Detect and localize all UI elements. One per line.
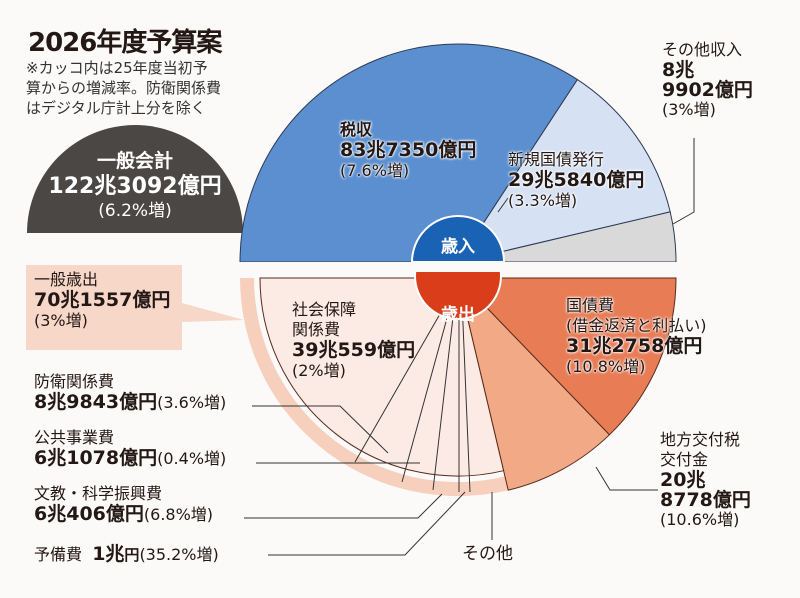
label-sub: (借金返済と利払い) <box>566 316 707 335</box>
general-expenditure-callout <box>26 265 244 350</box>
footnote-line: ※カッコ内は25年度当初予 <box>26 59 208 77</box>
expenditure-badge: 歳出 <box>441 305 475 325</box>
label-amount-cho: 20兆 <box>660 469 706 491</box>
label-change: (3%増) <box>34 311 88 330</box>
label-amount-oku: 8778億円 <box>660 489 751 511</box>
half-separator <box>230 262 690 272</box>
label-amount-cho: 8兆 <box>34 391 67 413</box>
label-amount-oku: 406億円 <box>66 503 144 525</box>
label-name: 新規国債発行 <box>508 150 605 169</box>
label-other-expenditure: その他 <box>462 544 513 564</box>
slice-debt-service <box>456 277 677 436</box>
label-amount-oku: 1557億円 <box>79 289 171 311</box>
label-change: (3%増) <box>662 100 716 119</box>
label-name: 交付金 <box>660 450 709 469</box>
label-general-expenditure: 一般歳出 70兆1557億円 (3%増) <box>34 270 170 331</box>
label-amount-oku: 5840億円 <box>553 169 645 191</box>
label-education-science: 文教・科学振興費 6兆406億円(6.8%増) <box>34 484 213 525</box>
expenditure-leaders <box>244 405 658 556</box>
label-amount-oku: 円 <box>124 546 140 564</box>
label-name: 公共事業費 <box>34 428 115 447</box>
label-reserve-fund: 予備費 1兆円(35.2%増) <box>34 544 219 565</box>
label-amount-cho: 39兆 <box>292 339 338 361</box>
label-debt-service: 国債費 (借金返済と利払い) 31兆2758億円 (10.8%増) <box>566 296 707 377</box>
revenue-badge-circle <box>410 215 506 263</box>
label-amount-cho: 1兆 <box>92 543 125 565</box>
label-name: 防衛関係費 <box>34 372 115 391</box>
label-change: (3.6%増) <box>157 393 227 412</box>
label-amount-oku: 559億円 <box>337 339 416 361</box>
footnote-line: はデジタル庁計上分を除く <box>26 99 206 117</box>
label-name: 社会保障 <box>292 300 357 319</box>
leader-new-bonds <box>497 197 509 213</box>
label-social-security: 社会保障 関係費 39兆559億円 (2%増) <box>292 300 415 381</box>
label-public-works: 公共事業費 6兆1078億円(0.4%増) <box>34 428 226 469</box>
label-amount-cho: 70兆 <box>34 289 80 311</box>
footnote: ※カッコ内は25年度当初予 算からの増減率。防衛関係費 はデジタル庁計上分を除く <box>26 58 266 118</box>
label-name: 税収 <box>340 120 373 139</box>
general-account-title: 一般会計 <box>96 150 173 172</box>
label-name: 文教・科学振興費 <box>34 484 163 503</box>
slice-other-revenue <box>457 211 677 263</box>
label-amount-oku: 9843億円 <box>66 391 158 413</box>
label-change: (10.8%増) <box>566 357 646 376</box>
general-account-change: (6.2%増) <box>98 201 172 221</box>
label-name: 予備費 <box>34 545 83 564</box>
label-amount-oku: 2758億円 <box>611 335 703 357</box>
label-amount-cho: 8兆 <box>662 59 695 81</box>
label-change: (10.6%増) <box>660 510 740 529</box>
revenue-badge: 歳入 <box>441 237 475 257</box>
label-change: (0.4%増) <box>157 449 227 468</box>
label-amount-cho: 29兆 <box>508 169 554 191</box>
label-change: (35.2%増) <box>139 545 219 564</box>
label-other-revenue: その他収入 8兆 9902億円 (3%増) <box>662 40 753 120</box>
label-name: その他収入 <box>662 40 743 59</box>
slice-tax-revenue <box>239 43 579 263</box>
slice-general-expenditure-area <box>259 277 505 477</box>
label-amount-oku: 9902億円 <box>662 79 753 101</box>
label-tax-revenue: 税収 83兆7350億円 (7.6%増) <box>340 120 476 181</box>
slice-new-bonds <box>456 78 671 263</box>
label-defense: 防衛関係費 8兆9843億円(3.6%増) <box>34 372 226 413</box>
label-name: 国債費 <box>566 296 615 315</box>
label-local-allocation: 地方交付税 交付金 20兆 8778億円 (10.6%増) <box>660 430 751 530</box>
label-amount-oku: 7350億円 <box>385 139 477 161</box>
label-amount-cho: 83兆 <box>340 139 386 161</box>
general-account-disc <box>27 125 243 233</box>
label-amount-cho: 6兆 <box>34 503 67 525</box>
label-name: 関係費 <box>292 320 341 339</box>
page-title: 2026年度予算案 <box>28 28 222 58</box>
label-amount-oku: 1078億円 <box>66 447 158 469</box>
label-amount-cho: 6兆 <box>34 447 67 469</box>
label-change: (2%増) <box>292 361 346 380</box>
leader-other-revenue <box>672 138 695 225</box>
label-change: (3.3%増) <box>508 191 578 210</box>
label-amount-cho: 31兆 <box>566 335 612 357</box>
general-account-label: 一般会計 122兆3092億円 (6.2%増) <box>27 148 243 222</box>
general-account-amount: 122兆3092億円 <box>48 174 222 199</box>
footnote-line: 算からの増減率。防衛関係費 <box>26 79 222 97</box>
label-name: 一般歳出 <box>34 270 99 289</box>
label-name: 地方交付税 <box>660 430 741 449</box>
label-new-bonds: 新規国債発行 29兆5840億円 (3.3%増) <box>508 150 644 211</box>
label-change: (6.8%増) <box>143 505 214 524</box>
label-change: (7.6%増) <box>340 161 410 180</box>
expenditure-dividers <box>354 299 471 493</box>
